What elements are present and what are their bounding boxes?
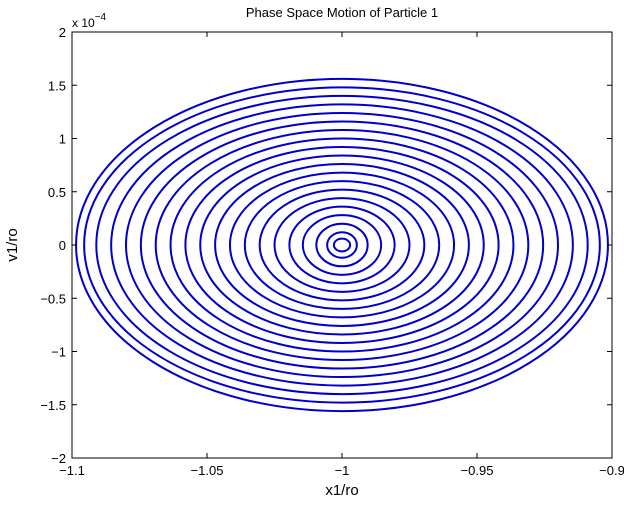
phase-orbit-2 bbox=[326, 231, 358, 259]
phase-orbit-7 bbox=[258, 188, 426, 302]
y-multiplier-exponent: −4 bbox=[95, 12, 107, 23]
y-multiplier: x 10−4 bbox=[72, 12, 107, 30]
plot-area bbox=[75, 77, 609, 413]
phase-orbit-1 bbox=[332, 237, 352, 253]
y-tick-label: 0.5 bbox=[48, 185, 66, 200]
x-tick-label: −0.95 bbox=[461, 463, 494, 478]
phase-orbit-11 bbox=[199, 154, 485, 336]
chart-title: Phase Space Motion of Particle 1 bbox=[246, 5, 438, 20]
y-tick-label: −2 bbox=[51, 451, 66, 466]
phase-orbit-19 bbox=[83, 86, 601, 404]
y-axis-label: v1/ro bbox=[4, 228, 21, 261]
y-tick-label: 2 bbox=[59, 25, 66, 40]
y-tick-label: 1.5 bbox=[48, 78, 66, 93]
y-tick-label: 0 bbox=[59, 238, 66, 253]
x-tick-label: −1.05 bbox=[191, 463, 224, 478]
phase-orbit-17 bbox=[110, 103, 574, 387]
phase-orbit-16 bbox=[125, 111, 559, 379]
phase-orbit-5 bbox=[288, 205, 396, 285]
x-tick-label: −1.1 bbox=[59, 463, 85, 478]
y-tick-label: −0.5 bbox=[40, 291, 66, 306]
x-tick-label: −0.9 bbox=[599, 463, 624, 478]
phase-orbit-15 bbox=[139, 120, 545, 370]
phase-orbit-4 bbox=[301, 214, 383, 276]
y-tick-label: −1 bbox=[51, 345, 66, 360]
phase-orbit-14 bbox=[154, 128, 530, 362]
y-tick-label: 1 bbox=[59, 132, 66, 147]
phase-orbit-8 bbox=[243, 180, 441, 310]
phase-orbit-12 bbox=[184, 146, 500, 344]
phase-orbit-18 bbox=[95, 94, 589, 396]
phase-orbit-13 bbox=[169, 137, 515, 353]
x-tick-label: −1 bbox=[335, 463, 350, 478]
x-axis-label: x1/ro bbox=[325, 482, 358, 499]
y-multiplier-base: x 10 bbox=[72, 16, 95, 30]
y-tick-label: −1.5 bbox=[40, 398, 66, 413]
phase-orbit-9 bbox=[228, 171, 456, 319]
phase-orbit-3 bbox=[315, 222, 369, 268]
phase-orbit-6 bbox=[273, 197, 411, 293]
phase-orbit-10 bbox=[214, 163, 470, 327]
axis-ticks: −1.1 −1.05 −1 −0.95 −0.9 −2 −1.5 −1 −0.5 0 0.5 1 1.5… bbox=[40, 25, 624, 478]
